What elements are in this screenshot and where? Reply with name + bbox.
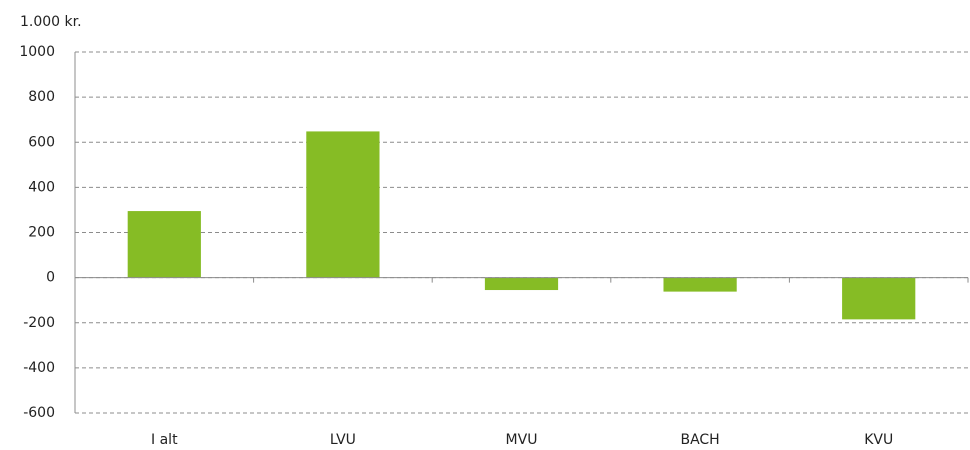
x-tick-label: MVU [506,432,538,448]
x-tick-label: I alt [151,432,178,448]
bar [663,277,737,292]
y-tick-label: 1000 [19,44,55,60]
y-tick-label: -600 [23,405,55,421]
y-tick-label: 200 [28,225,55,241]
x-tick-label: BACH [680,432,719,448]
bar [842,277,916,320]
y-tick-label: 400 [28,179,55,195]
y-tick-label: 600 [28,134,55,150]
x-tick-label: LVU [330,432,356,448]
y-axis-label: 1.000 kr. [20,14,82,30]
x-tick-label: KVU [864,432,893,448]
y-tick-label: -200 [23,315,55,331]
bar [306,131,380,278]
y-tick-label: 0 [46,270,55,286]
y-tick-label: 800 [28,89,55,105]
bar [127,211,201,278]
y-tick-label: -400 [23,360,55,376]
bar [484,277,559,291]
